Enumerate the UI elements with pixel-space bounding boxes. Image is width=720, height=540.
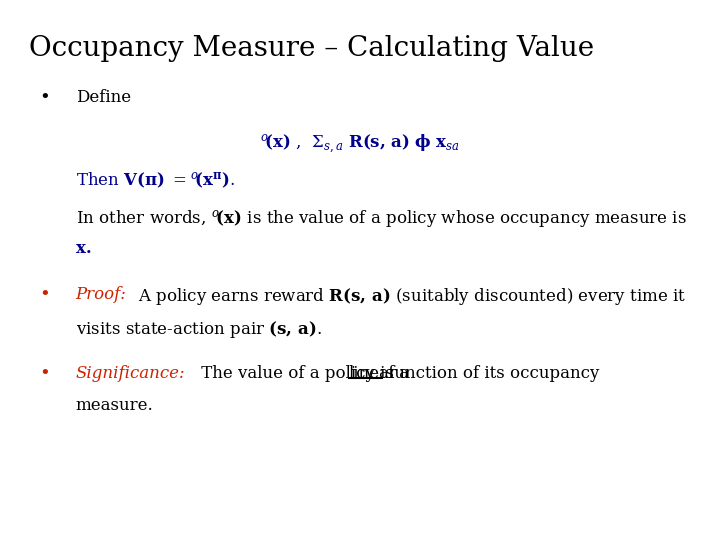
- Text: •: •: [40, 89, 50, 107]
- Text: Significance:: Significance:: [76, 364, 185, 381]
- Text: Proof:: Proof:: [76, 286, 127, 303]
- Text: ${}^{o}\!\mathbf{(x)}$ ,  $\Sigma_{s,a}$ $\mathbf{R(s,\,a)}$ $\mathbf{\phi}$ $\m: ${}^{o}\!\mathbf{(x)}$ , $\Sigma_{s,a}$ …: [260, 132, 460, 155]
- Text: linear: linear: [348, 364, 397, 381]
- Text: measure.: measure.: [76, 397, 153, 414]
- Text: function of its occupancy: function of its occupancy: [383, 364, 600, 381]
- Text: •: •: [40, 364, 50, 382]
- Text: A policy earns reward $\mathbf{R(s,\,a)}$ (suitably discounted) every time it: A policy earns reward $\mathbf{R(s,\,a)}…: [133, 286, 686, 307]
- Text: visits state-action pair $\mathbf{(s,\,a)}$.: visits state-action pair $\mathbf{(s,\,a…: [76, 319, 321, 340]
- Text: The value of a policy is a: The value of a policy is a: [196, 364, 414, 381]
- Text: Occupancy Measure – Calculating Value: Occupancy Measure – Calculating Value: [29, 35, 594, 62]
- Text: Then $\mathbf{V(\pi)}$ $= {}^{o}\!\mathbf{(x^{\pi})}$.: Then $\mathbf{V(\pi)}$ $= {}^{o}\!\mathb…: [76, 170, 235, 190]
- Text: •: •: [40, 286, 50, 304]
- Text: In other words, ${}^{o}\!\mathbf{(x)}$ is the value of a policy whose occupancy : In other words, ${}^{o}\!\mathbf{(x)}$ i…: [76, 208, 686, 230]
- Text: Define: Define: [76, 89, 131, 106]
- Text: x.: x.: [76, 240, 91, 257]
